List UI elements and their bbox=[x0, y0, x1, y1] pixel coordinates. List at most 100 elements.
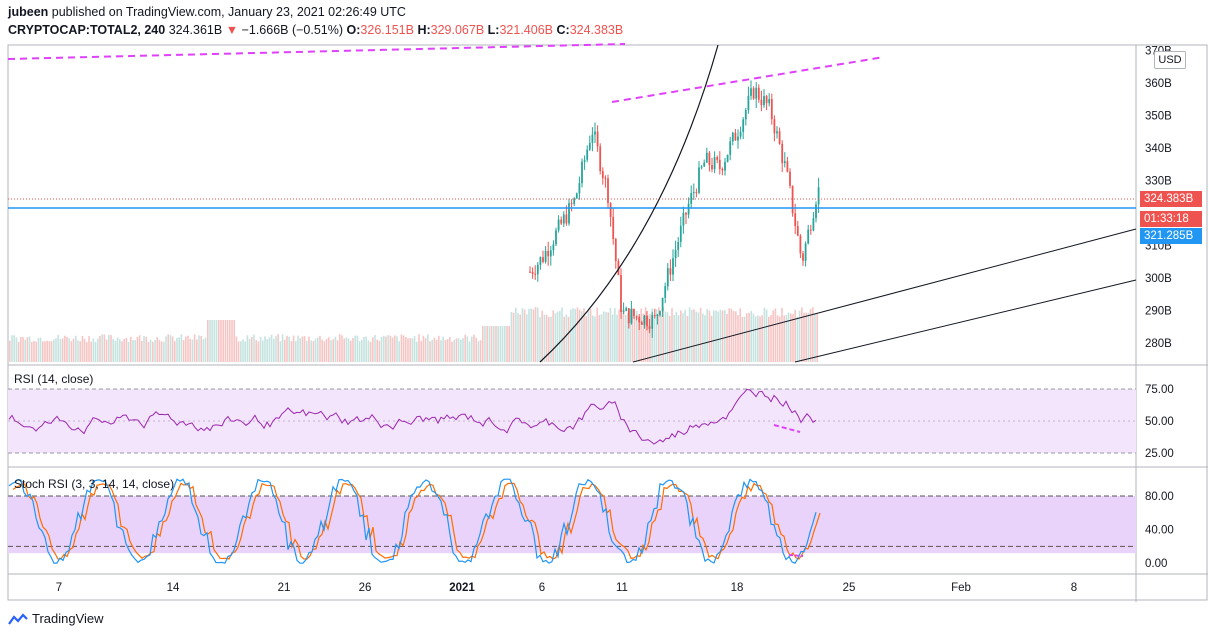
candle-body bbox=[661, 297, 664, 312]
candle-body bbox=[666, 268, 669, 287]
volume-bar bbox=[477, 341, 480, 362]
volume-bar bbox=[774, 308, 777, 362]
candle-body bbox=[750, 88, 752, 96]
volume-bar bbox=[112, 338, 114, 362]
volume-bar bbox=[666, 312, 669, 362]
volume-bar bbox=[543, 314, 546, 362]
volume-bar bbox=[583, 308, 585, 362]
volume-bar bbox=[625, 315, 627, 362]
volume-bar bbox=[165, 336, 167, 362]
candle-body bbox=[737, 136, 739, 141]
volume-bar bbox=[708, 310, 711, 362]
candle-body bbox=[786, 161, 789, 172]
volume-bar bbox=[178, 337, 180, 362]
volume-bar bbox=[495, 326, 497, 362]
volume-bar bbox=[273, 338, 275, 362]
candle-body bbox=[815, 204, 817, 219]
candle-body bbox=[609, 203, 612, 217]
volume-bar bbox=[466, 336, 469, 362]
symbol-label[interactable]: CRYPTOCAP:TOTAL2, 240 bbox=[8, 23, 166, 37]
candle-body bbox=[630, 309, 633, 324]
volume-bar bbox=[603, 311, 605, 362]
volume-bar bbox=[347, 338, 350, 362]
volume-bar bbox=[697, 312, 700, 362]
volume-bar bbox=[200, 335, 202, 362]
volume-bar bbox=[629, 308, 631, 362]
volume-bar bbox=[519, 314, 521, 362]
candle-body bbox=[531, 271, 534, 274]
volume-bar bbox=[240, 341, 242, 362]
volume-bar bbox=[46, 340, 48, 362]
volume-bar bbox=[455, 338, 458, 362]
candle-body bbox=[765, 96, 768, 104]
volume-bar bbox=[660, 314, 662, 362]
volume-bar bbox=[136, 336, 139, 362]
volume-bar bbox=[618, 309, 620, 362]
candle-body bbox=[770, 99, 773, 120]
volume-bar bbox=[726, 313, 728, 362]
volume-bar bbox=[202, 339, 205, 362]
volume-bar bbox=[545, 314, 548, 362]
open-value: 326.151B bbox=[360, 23, 414, 37]
volume-bar bbox=[416, 341, 418, 362]
volume-bar bbox=[759, 316, 761, 362]
volume-bar bbox=[451, 341, 453, 362]
candle-body bbox=[773, 119, 776, 134]
volume-bar bbox=[490, 326, 493, 362]
candle-body bbox=[705, 152, 708, 163]
volume-bar bbox=[493, 326, 495, 362]
volume-bar bbox=[510, 312, 513, 362]
candle-body bbox=[601, 171, 604, 178]
volume-bar bbox=[224, 320, 227, 362]
currency-button[interactable]: USD bbox=[1154, 51, 1186, 69]
rsi-title[interactable]: RSI (14, close) bbox=[14, 372, 94, 386]
volume-bar bbox=[750, 310, 752, 362]
candle-body bbox=[776, 131, 778, 134]
candle-body bbox=[648, 326, 651, 329]
volume-bar bbox=[578, 309, 581, 362]
volume-bar bbox=[319, 335, 321, 362]
volume-bar bbox=[565, 314, 568, 362]
volume-bar bbox=[193, 334, 196, 362]
volume-bar bbox=[28, 336, 31, 362]
volume-bar bbox=[803, 312, 805, 362]
volume-bar bbox=[77, 340, 79, 362]
volume-bar bbox=[508, 326, 510, 362]
price-tick-label: 350B bbox=[1145, 111, 1172, 123]
volume-bar bbox=[207, 320, 209, 362]
author-name[interactable]: jubeen bbox=[8, 5, 49, 19]
volume-bar bbox=[462, 338, 464, 362]
volume-bar bbox=[215, 320, 218, 362]
volume-bar bbox=[314, 338, 317, 362]
volume-bar bbox=[385, 336, 387, 362]
rsi-tick-label: 50.00 bbox=[1145, 416, 1174, 428]
volume-bar bbox=[174, 340, 176, 362]
time-tick-label: 21 bbox=[278, 582, 291, 594]
ohlc-legend: CRYPTOCAP:TOTAL2, 240 324.361B ▼ −1.666B… bbox=[8, 23, 623, 37]
volume-bar bbox=[75, 335, 77, 362]
volume-bar bbox=[50, 341, 53, 362]
volume-bar bbox=[257, 341, 260, 362]
time-tick-label: Feb bbox=[951, 582, 971, 594]
candle-body bbox=[656, 314, 659, 316]
volume-bar bbox=[255, 340, 257, 362]
candle-body bbox=[664, 286, 667, 298]
brand-name: TradingView bbox=[32, 611, 104, 626]
volume-bar bbox=[693, 309, 695, 362]
volume-bar bbox=[358, 341, 361, 362]
volume-bar bbox=[325, 338, 328, 362]
volume-bar bbox=[149, 339, 152, 362]
volume-bar bbox=[330, 340, 332, 362]
volume-bar bbox=[372, 337, 374, 362]
volume-bar bbox=[374, 335, 376, 362]
stoch-rsi-title[interactable]: Stoch RSI (3, 3, 14, 14, close) bbox=[14, 477, 175, 491]
volume-bar bbox=[730, 308, 733, 362]
candle-body bbox=[607, 178, 609, 204]
rsi-tick-label: 75.00 bbox=[1145, 384, 1174, 396]
candle-body bbox=[796, 226, 799, 236]
candle-body bbox=[560, 219, 563, 224]
volume-bar bbox=[57, 334, 59, 362]
volume-bar bbox=[664, 311, 667, 362]
tradingview-logo[interactable]: TradingView bbox=[8, 611, 104, 626]
